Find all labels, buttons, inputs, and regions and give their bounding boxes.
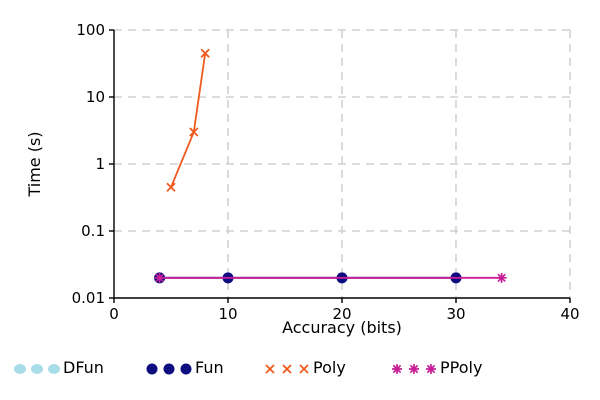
data-point-poly: [189, 127, 199, 137]
legend-marker-dfun: [14, 364, 26, 374]
legend-item-poly: Poly: [265, 358, 346, 377]
y-tick-label: 1: [95, 155, 105, 173]
x-tick-label: 0: [109, 305, 119, 323]
legend-marker-ppoly: [409, 364, 419, 374]
legend-item-fun: Fun: [146, 358, 224, 377]
data-point-ppoly: [496, 272, 507, 283]
series-line-poly: [170, 53, 207, 188]
data-point-poly: [200, 48, 210, 58]
y-axis-title: Time (s): [25, 131, 44, 197]
legend-marker-dfun: [48, 364, 60, 374]
legend-marker-fun: [180, 363, 192, 375]
x-tick-label: 10: [218, 305, 237, 323]
series-ppoly: [154, 272, 507, 283]
x-tick-label: 40: [560, 305, 579, 323]
x-tick-label: 30: [446, 305, 465, 323]
legend-marker-poly: [299, 364, 309, 374]
legend-label-fun: Fun: [195, 358, 224, 377]
legend-label-dfun: DFun: [63, 358, 104, 377]
legend-marker-fun: [163, 363, 175, 375]
legend: DFun Fun Poly PPoly: [14, 358, 482, 377]
legend-marker-fun: [146, 363, 158, 375]
legend-item-dfun: DFun: [14, 358, 104, 377]
y-tick-label: 0.1: [81, 222, 105, 240]
series: [154, 48, 507, 284]
series-poly: [166, 48, 210, 192]
x-axis-title: Accuracy (bits): [282, 318, 402, 337]
y-tick-label: 10: [86, 88, 105, 106]
legend-label-ppoly: PPoly: [440, 358, 482, 377]
legend-marker-poly: [282, 364, 292, 374]
legend-marker-ppoly: [426, 364, 436, 374]
grid-lines: [114, 29, 571, 298]
y-tick-label: 100: [76, 21, 105, 39]
data-point-poly: [166, 182, 176, 192]
legend-marker-dfun: [31, 364, 43, 374]
x-tick-label: 20: [332, 305, 351, 323]
legend-label-poly: Poly: [313, 358, 346, 377]
tick-marks: [109, 29, 571, 303]
data-point-ppoly: [154, 272, 165, 283]
tick-labels: 0 10 20 30 40 0.01 0.1 1 10 100: [72, 21, 580, 323]
legend-marker-ppoly: [392, 364, 402, 374]
legend-marker-poly: [265, 364, 275, 374]
legend-item-ppoly: PPoly: [392, 358, 482, 377]
y-tick-label: 0.01: [72, 289, 105, 307]
